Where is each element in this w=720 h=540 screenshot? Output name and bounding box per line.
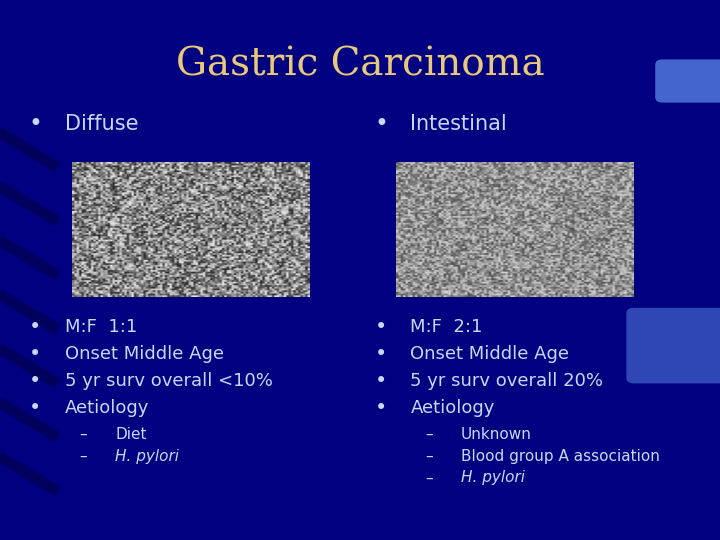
Text: Aetiology: Aetiology xyxy=(410,399,495,417)
Text: Gastric Carcinoma: Gastric Carcinoma xyxy=(176,46,544,83)
Text: •: • xyxy=(29,370,41,391)
Text: H. pylori: H. pylori xyxy=(115,449,179,464)
Text: •: • xyxy=(374,397,387,418)
Text: –: – xyxy=(79,449,87,464)
Text: –: – xyxy=(79,427,87,442)
Text: 5 yr surv overall <10%: 5 yr surv overall <10% xyxy=(65,372,273,390)
FancyBboxPatch shape xyxy=(655,59,720,103)
Text: Blood group A association: Blood group A association xyxy=(461,449,660,464)
Text: •: • xyxy=(29,343,41,364)
Text: •: • xyxy=(29,316,41,337)
Text: •: • xyxy=(29,112,42,136)
Text: H. pylori: H. pylori xyxy=(461,470,525,485)
Text: Onset Middle Age: Onset Middle Age xyxy=(410,345,570,363)
Text: Intestinal: Intestinal xyxy=(410,114,507,134)
Text: –: – xyxy=(425,449,433,464)
Text: •: • xyxy=(29,397,41,418)
Text: –: – xyxy=(425,470,433,485)
Text: Diet: Diet xyxy=(115,427,147,442)
Text: Diffuse: Diffuse xyxy=(65,114,138,134)
Text: M:F  2:1: M:F 2:1 xyxy=(410,318,483,336)
Text: •: • xyxy=(374,343,387,364)
Text: •: • xyxy=(374,112,388,136)
Text: Aetiology: Aetiology xyxy=(65,399,149,417)
Text: M:F  1:1: M:F 1:1 xyxy=(65,318,137,336)
Text: Unknown: Unknown xyxy=(461,427,531,442)
Text: •: • xyxy=(374,370,387,391)
Text: •: • xyxy=(374,316,387,337)
Text: 5 yr surv overall 20%: 5 yr surv overall 20% xyxy=(410,372,603,390)
FancyBboxPatch shape xyxy=(626,308,720,383)
Text: Onset Middle Age: Onset Middle Age xyxy=(65,345,224,363)
Text: –: – xyxy=(425,427,433,442)
